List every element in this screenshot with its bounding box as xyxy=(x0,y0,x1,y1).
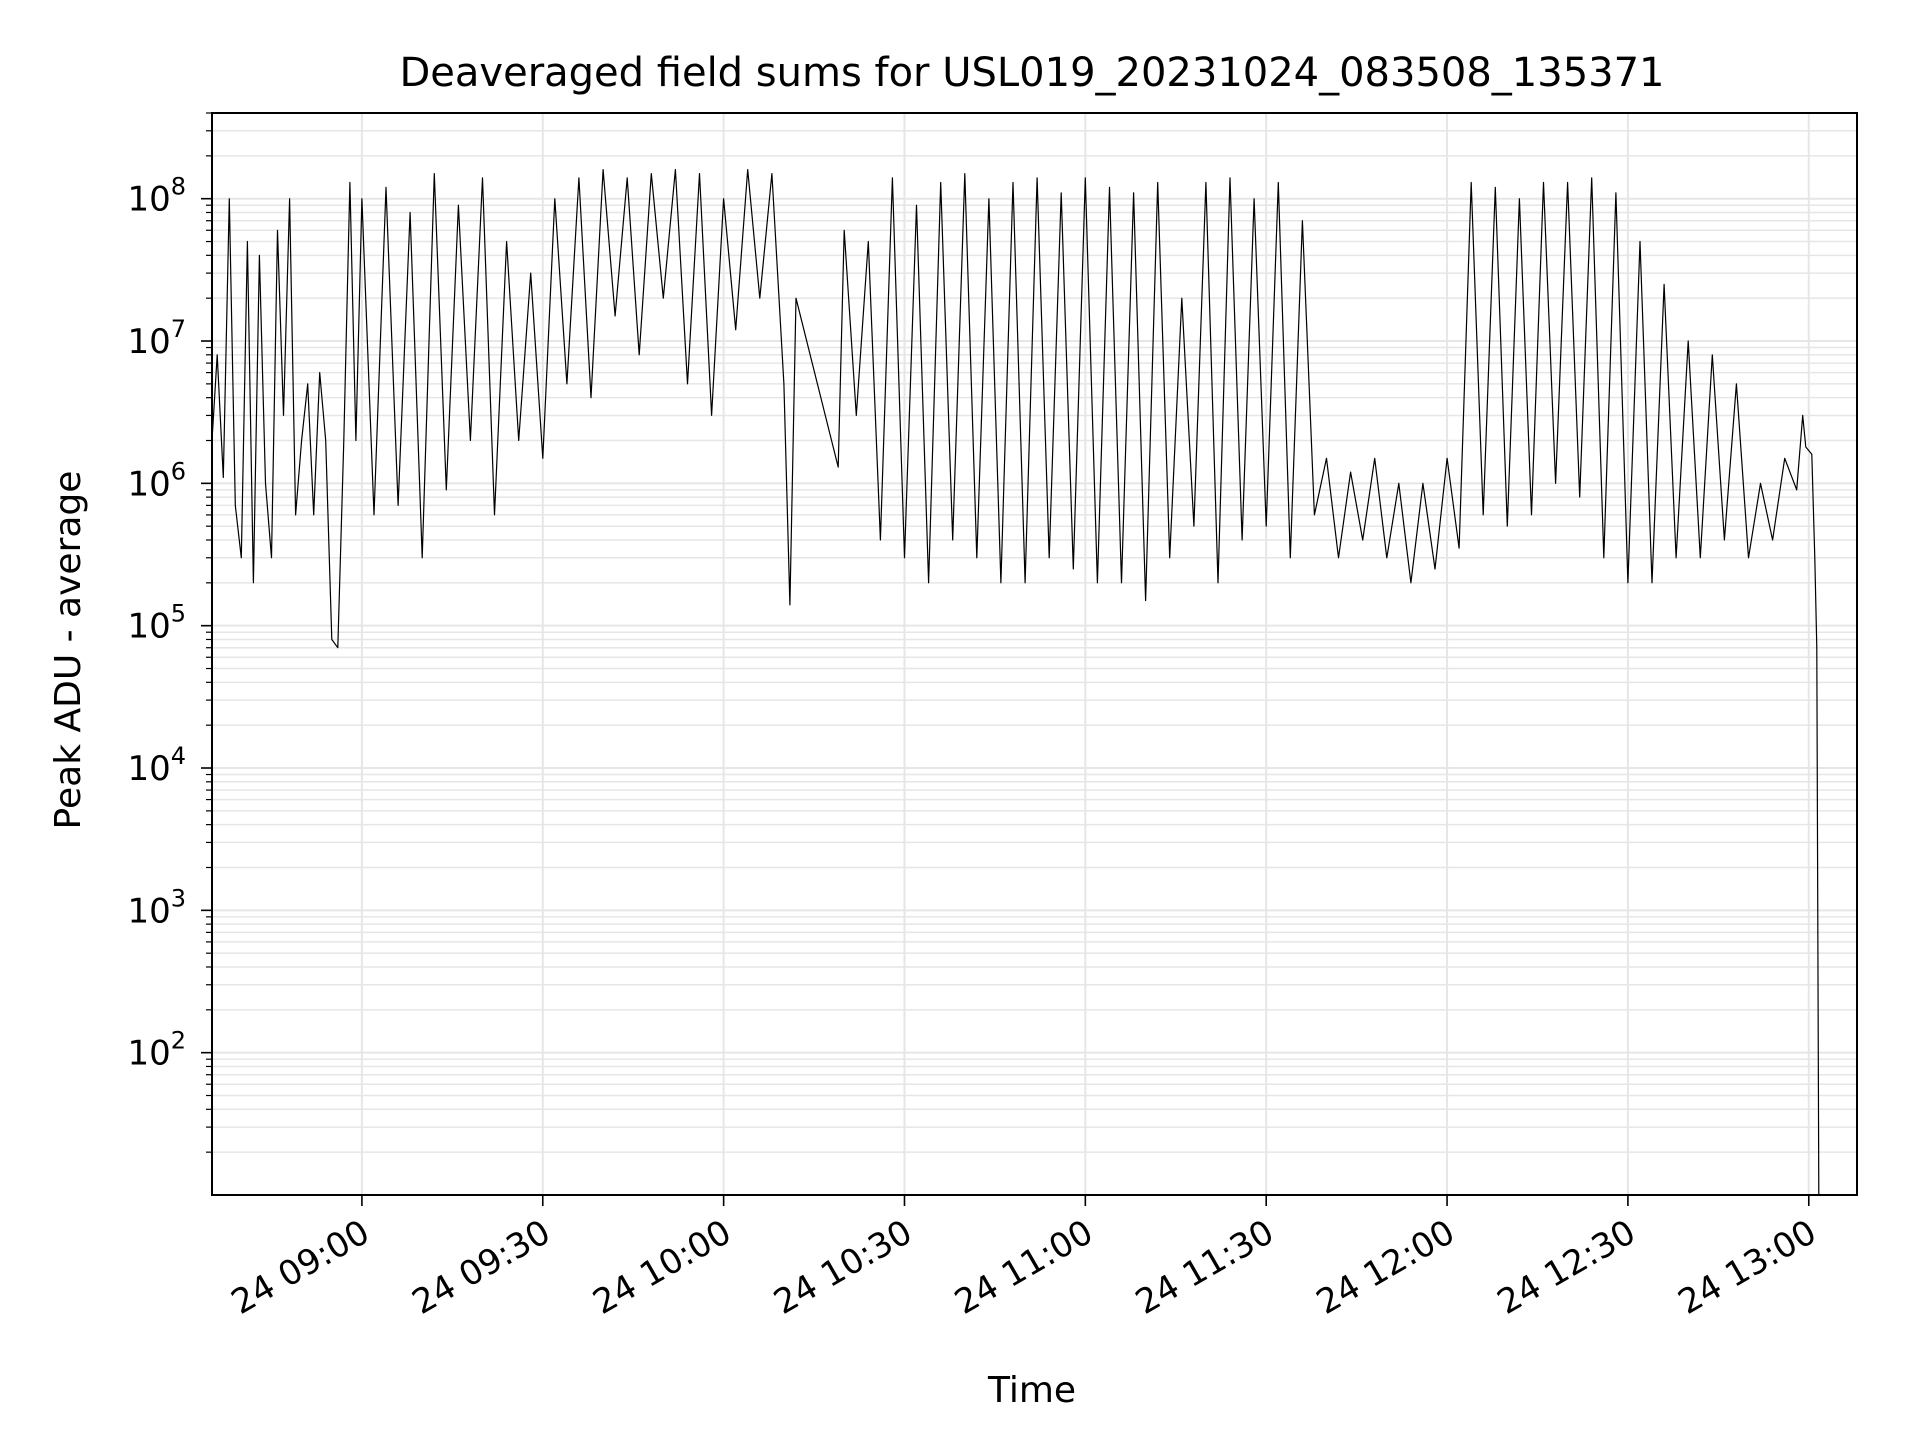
minor-grid xyxy=(212,112,1857,1153)
y-tick-label: 106 xyxy=(127,457,186,504)
y-tick-label: 105 xyxy=(127,600,186,647)
x-axis-label: Time xyxy=(987,1370,1076,1411)
x-axis: 24 09:00 24 09:30 24 10:00 24 10:30 24 11:00… xyxy=(225,1195,1824,1323)
y-axis-label: Peak ADU - average xyxy=(48,471,89,830)
major-grid xyxy=(212,113,1857,1195)
plot-frame xyxy=(211,112,1858,1196)
y-tick-label: 102 xyxy=(127,1027,186,1074)
chart-title: Deaveraged field sums for USL019_2023102… xyxy=(400,50,1665,96)
x-tick-label: 24 11:00 xyxy=(948,1212,1100,1323)
x-tick-label: 24 10:30 xyxy=(767,1212,919,1323)
x-tick-label: 24 09:30 xyxy=(406,1212,558,1323)
y-tick-label: 108 xyxy=(127,173,186,220)
y-tick-label: 103 xyxy=(127,884,186,931)
x-tick-label: 24 13:00 xyxy=(1672,1212,1824,1323)
y-axis: 102 103 104 105 106 107 108 xyxy=(127,112,212,1153)
x-tick-label: 24 12:30 xyxy=(1491,1212,1643,1323)
x-tick-label: 24 11:30 xyxy=(1129,1212,1281,1323)
x-tick-label: 24 12:00 xyxy=(1310,1212,1462,1323)
x-tick-label: 24 10:00 xyxy=(586,1212,738,1323)
y-tick-label: 107 xyxy=(127,315,186,362)
series-line xyxy=(211,169,1820,1196)
y-tick-label: 104 xyxy=(127,742,186,789)
x-tick-label: 24 09:00 xyxy=(225,1212,377,1323)
